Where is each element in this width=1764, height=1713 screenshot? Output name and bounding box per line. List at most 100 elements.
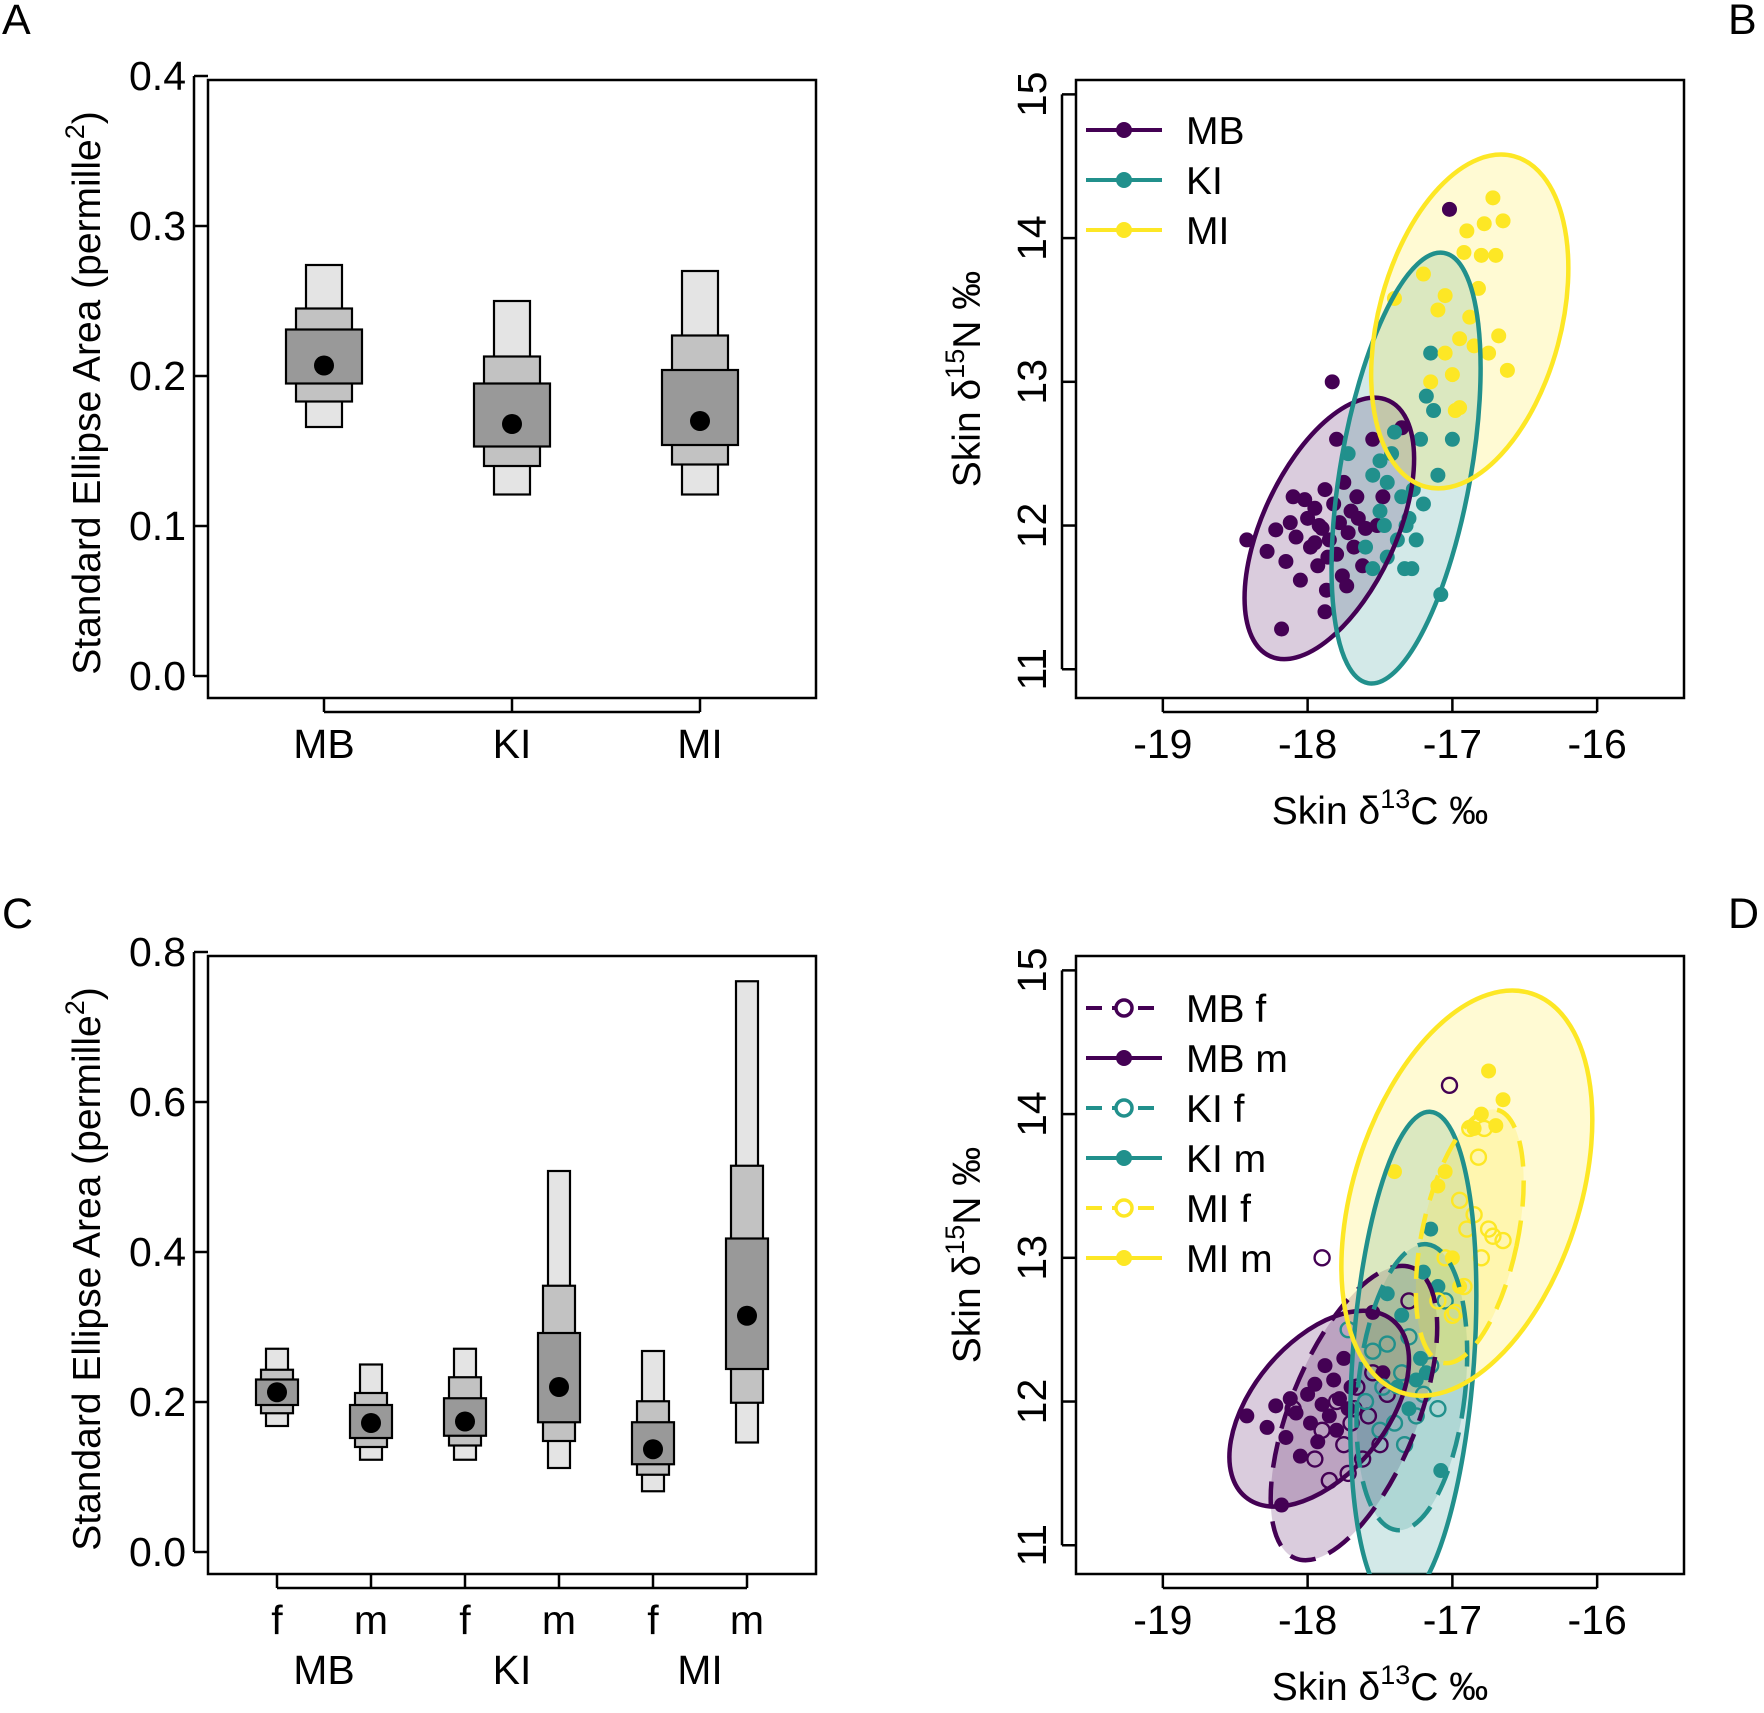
x-axis: -19 -18 -17 -16 xyxy=(1133,698,1627,767)
data-point-ki xyxy=(1365,561,1381,577)
data-point-mb xyxy=(1259,543,1275,559)
x-tick-label: -17 xyxy=(1423,1597,1482,1643)
data-point-mi-m xyxy=(1466,1120,1482,1136)
data-point-mi xyxy=(1456,244,1472,260)
y-axis: 11 12 13 14 15 xyxy=(1009,948,1076,1567)
sea-box xyxy=(284,263,364,429)
data-point-ki xyxy=(1418,388,1434,404)
y-tick-label: 0.0 xyxy=(129,1529,186,1575)
data-point-mb xyxy=(1317,604,1333,620)
data-point-mb xyxy=(1365,431,1381,447)
data-point-mi-f xyxy=(1469,1148,1488,1166)
data-point-mi xyxy=(1485,190,1501,206)
data-point-mb xyxy=(1329,431,1345,447)
y-tick-label: 12 xyxy=(1009,503,1055,549)
data-point-mi-m xyxy=(1437,1164,1453,1180)
legend-label: MB xyxy=(1186,110,1245,153)
legend-label: MB f xyxy=(1186,988,1266,1031)
data-point-mb-m xyxy=(1307,1376,1323,1392)
data-point-mb-m xyxy=(1331,1391,1347,1407)
data-point-mb xyxy=(1282,515,1298,531)
data-point-mb xyxy=(1339,578,1355,594)
group-label: KI xyxy=(493,1647,532,1693)
data-point-mi xyxy=(1462,309,1478,325)
legend-marker xyxy=(1116,222,1132,238)
y-tick-label: 15 xyxy=(1009,72,1055,118)
panel-letter-c: C xyxy=(2,890,33,938)
data-point-mb-m xyxy=(1259,1419,1275,1435)
data-point-ki-f xyxy=(1378,1335,1396,1353)
legend-label: KI xyxy=(1186,160,1223,203)
data-point-mi xyxy=(1499,362,1515,378)
data-point-mi xyxy=(1495,213,1511,229)
y-axis-label: Standard Ellipse Area (permille2) xyxy=(60,111,109,674)
data-point-mi-m xyxy=(1386,1164,1402,1180)
mode-point xyxy=(361,1413,381,1433)
data-point-mb-m xyxy=(1292,1448,1308,1464)
ellipse-outline-mb-m xyxy=(1227,1308,1412,1509)
legend-marker xyxy=(1116,122,1132,138)
legend-label: MI f xyxy=(1186,1188,1251,1231)
legend-marker xyxy=(1116,172,1132,188)
legend-marker xyxy=(1114,1198,1134,1218)
data-point-mb-m xyxy=(1321,1408,1337,1424)
mode-point xyxy=(549,1377,569,1397)
data-point-mb-m xyxy=(1314,1396,1330,1412)
data-point-mb xyxy=(1274,621,1290,637)
data-point-mb xyxy=(1307,535,1323,551)
data-point-mb xyxy=(1340,525,1356,541)
data-point-mi xyxy=(1423,374,1439,390)
legend-label: KI f xyxy=(1186,1088,1245,1131)
data-point-mi xyxy=(1476,216,1492,232)
data-point-ki-m xyxy=(1413,1350,1429,1366)
ci50-bar xyxy=(724,1237,770,1371)
ellipse-outlines xyxy=(1227,988,1595,1574)
data-point-mi-f xyxy=(1450,1191,1469,1210)
plot-frame xyxy=(1074,954,1686,1576)
ellipse-outline-mb xyxy=(1242,395,1417,662)
data-point-mb xyxy=(1317,482,1333,498)
legend-marker xyxy=(1116,1150,1132,1166)
y-tick-label: 15 xyxy=(1009,948,1055,994)
credible-interval-boxes xyxy=(284,263,740,496)
data-point-ki-f xyxy=(1429,1400,1447,1418)
data-point-mb xyxy=(1278,553,1294,569)
sea-box xyxy=(348,1363,394,1461)
plot-frame xyxy=(1074,78,1686,700)
data-point-mb xyxy=(1297,492,1313,508)
x-tick-label: -19 xyxy=(1133,721,1192,767)
data-point-mi xyxy=(1452,331,1468,347)
data-point-ki-f xyxy=(1364,1342,1382,1360)
data-point-mi xyxy=(1473,247,1489,263)
mode-point xyxy=(267,1382,287,1403)
y-tick-label: 0.1 xyxy=(129,503,186,549)
y-tick-label: 11 xyxy=(1009,648,1055,691)
y-tick-label: 12 xyxy=(1009,1379,1055,1425)
panel-a-sea-chart: 0.0 0.1 0.2 0.3 0.4 Standard Ellipse Area (pe… xyxy=(60,53,818,767)
data-point-mb xyxy=(1324,374,1340,390)
data-point-ki-f xyxy=(1436,1292,1454,1310)
data-point-ki xyxy=(1423,345,1439,361)
data-point-mb-f xyxy=(1440,1076,1459,1095)
data-point-ki xyxy=(1372,453,1388,469)
y-tick-label: 0.6 xyxy=(129,1079,186,1125)
panel-d-isotope-scatter-by-sex: 11 12 13 14 15 Skin δ15N ‰ -19 -18 -17 -16 Skin δ1… xyxy=(940,948,1686,1709)
y-tick-label: 13 xyxy=(1009,359,1055,405)
data-point-ki xyxy=(1444,431,1460,447)
data-point-mi xyxy=(1430,302,1446,318)
data-point-mb-m xyxy=(1282,1391,1298,1407)
data-point-ki-m xyxy=(1401,1401,1417,1417)
ellipse-outline-ki-m xyxy=(1347,1109,1479,1574)
data-point-mi xyxy=(1437,288,1453,304)
ellipse-outline-ki-f xyxy=(1354,1241,1470,1533)
data-point-mb xyxy=(1358,520,1374,536)
data-point-ki xyxy=(1376,518,1392,534)
data-point-ki xyxy=(1408,532,1424,548)
y-tick-label: 0.4 xyxy=(129,53,186,99)
ci50-bar xyxy=(660,368,740,447)
sea-box xyxy=(254,1347,300,1428)
data-point-mi-f xyxy=(1429,1292,1447,1310)
group-label: MB xyxy=(293,1647,355,1693)
data-point-ki xyxy=(1379,474,1395,490)
